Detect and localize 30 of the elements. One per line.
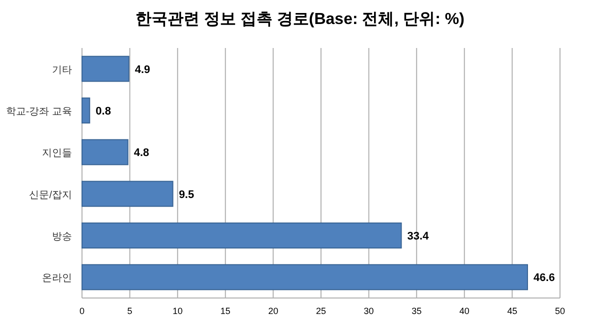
x-tick-label: 45 xyxy=(507,306,518,316)
x-tick-label: 30 xyxy=(364,306,374,316)
data-label: 33.4 xyxy=(407,230,430,242)
chart-title: 한국관련 정보 접촉 경로(Base: 전체, 단위: %) xyxy=(136,11,464,28)
bar xyxy=(82,139,128,166)
bar xyxy=(82,222,402,248)
y-tick-label: 신문/잡지 xyxy=(29,190,72,201)
y-tick-label: 방송 xyxy=(52,232,72,242)
data-label: 4.8 xyxy=(134,147,150,160)
x-tick-label: 10 xyxy=(172,306,183,316)
bar xyxy=(82,56,130,82)
x-tick-label: 15 xyxy=(220,306,230,316)
data-label: 46.6 xyxy=(533,272,555,284)
bar xyxy=(82,180,174,207)
data-label: 9.5 xyxy=(178,188,194,201)
x-tick-label: 35 xyxy=(412,306,422,316)
x-tick-label: 0 xyxy=(79,306,85,316)
bar xyxy=(82,98,90,124)
x-tick-label: 50 xyxy=(554,306,566,316)
y-tick-label: 학교-강좌 교육 xyxy=(6,106,72,118)
bar xyxy=(82,264,528,290)
x-tick-label: 25 xyxy=(316,306,326,316)
y-tick-label: 기타 xyxy=(52,64,72,76)
x-tick-label: 20 xyxy=(268,306,278,316)
y-tick-label: 지인들 xyxy=(42,148,72,160)
data-label: 4.9 xyxy=(134,64,150,76)
data-label: 0.8 xyxy=(96,106,111,118)
x-tick-label: 40 xyxy=(459,306,470,316)
x-tick-label: 5 xyxy=(127,306,132,316)
y-tick-label: 온라인 xyxy=(42,273,72,284)
